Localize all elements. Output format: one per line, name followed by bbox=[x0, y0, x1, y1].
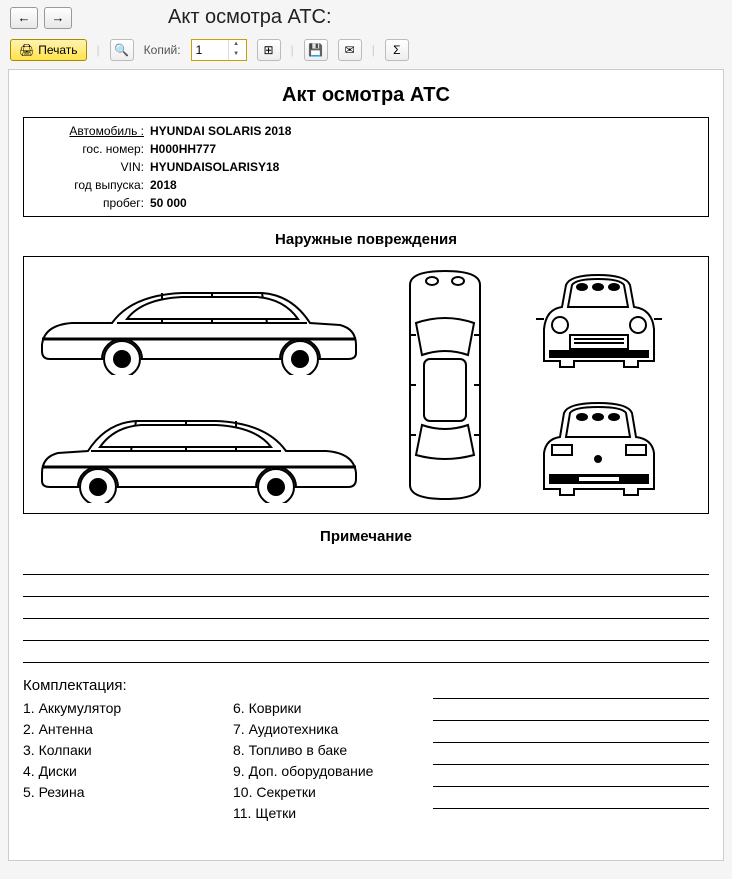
info-label-plate: гос. номер: bbox=[30, 140, 150, 158]
info-label-car: Автомобиль : bbox=[30, 122, 150, 140]
car-side-right-icon bbox=[32, 265, 362, 375]
info-value-mileage: 50 000 bbox=[150, 194, 187, 212]
print-button[interactable]: Печать bbox=[10, 39, 87, 61]
equipment-column-1: 1. Аккумулятор2. Антенна3. Колпаки4. Дис… bbox=[23, 698, 203, 824]
equipment-column-2: 6. Коврики7. Аудиотехника8. Топливо в ба… bbox=[233, 698, 413, 824]
equipment-item: 4. Диски bbox=[23, 761, 203, 782]
mail-icon[interactable]: ✉ bbox=[338, 39, 362, 61]
document-area: Акт осмотра АТС Автомобиль :HYUNDAI SOLA… bbox=[8, 69, 724, 861]
vehicle-info-box: Автомобиль :HYUNDAI SOLARIS 2018 гос. но… bbox=[23, 117, 709, 217]
car-damage-diagram bbox=[23, 256, 709, 514]
info-label-year: год выпуска: bbox=[30, 176, 150, 194]
note-lines bbox=[23, 553, 709, 663]
toolbar-separator: | bbox=[372, 43, 375, 57]
copies-input[interactable] bbox=[192, 41, 228, 59]
spin-down-icon[interactable]: ▼ bbox=[229, 50, 244, 60]
info-value-car: HYUNDAI SOLARIS 2018 bbox=[150, 122, 291, 140]
damage-section-title: Наружные повреждения bbox=[23, 231, 709, 248]
equipment-item: 1. Аккумулятор bbox=[23, 698, 203, 719]
document-title: Акт осмотра АТС bbox=[23, 84, 709, 107]
car-side-left-icon bbox=[32, 393, 362, 503]
info-value-year: 2018 bbox=[150, 176, 177, 194]
table-icon[interactable]: ⊞ bbox=[257, 39, 281, 61]
note-section-title: Примечание bbox=[23, 528, 709, 545]
equipment-blank-lines bbox=[433, 677, 709, 824]
equipment-item: 2. Антенна bbox=[23, 719, 203, 740]
preview-icon[interactable]: 🔍 bbox=[110, 39, 134, 61]
copies-label: Копий: bbox=[144, 43, 181, 57]
equipment-item: 6. Коврики bbox=[233, 698, 413, 719]
page-title: Акт осмотра АТС: bbox=[168, 6, 332, 29]
equipment-item: 7. Аудиотехника bbox=[233, 719, 413, 740]
forward-button[interactable]: → bbox=[44, 7, 72, 29]
back-button[interactable]: ← bbox=[10, 7, 38, 29]
sum-icon[interactable]: Σ bbox=[385, 39, 409, 61]
info-value-plate: Н000НН777 bbox=[150, 140, 216, 158]
toolbar-separator: | bbox=[97, 43, 100, 57]
toolbar-separator: | bbox=[291, 43, 294, 57]
info-label-mileage: пробег: bbox=[30, 194, 150, 212]
copies-stepper[interactable]: ▲▼ bbox=[191, 39, 247, 61]
equipment-item: 3. Колпаки bbox=[23, 740, 203, 761]
car-rear-icon bbox=[526, 393, 671, 503]
save-icon[interactable]: 💾 bbox=[304, 39, 328, 61]
car-front-icon bbox=[526, 265, 671, 375]
equipment-item: 5. Резина bbox=[23, 782, 203, 803]
equipment-item: 11. Щетки bbox=[233, 803, 413, 824]
equipment-item: 9. Доп. оборудование bbox=[233, 761, 413, 782]
car-top-icon bbox=[390, 265, 500, 505]
equipment-item: 10. Секретки bbox=[233, 782, 413, 803]
equipment-item: 8. Топливо в баке bbox=[233, 740, 413, 761]
info-value-vin: HYUNDAISOLARISY18 bbox=[150, 158, 279, 176]
equipment-title: Комплектация: bbox=[23, 677, 413, 694]
info-label-vin: VIN: bbox=[30, 158, 150, 176]
spin-up-icon[interactable]: ▲ bbox=[229, 40, 244, 50]
